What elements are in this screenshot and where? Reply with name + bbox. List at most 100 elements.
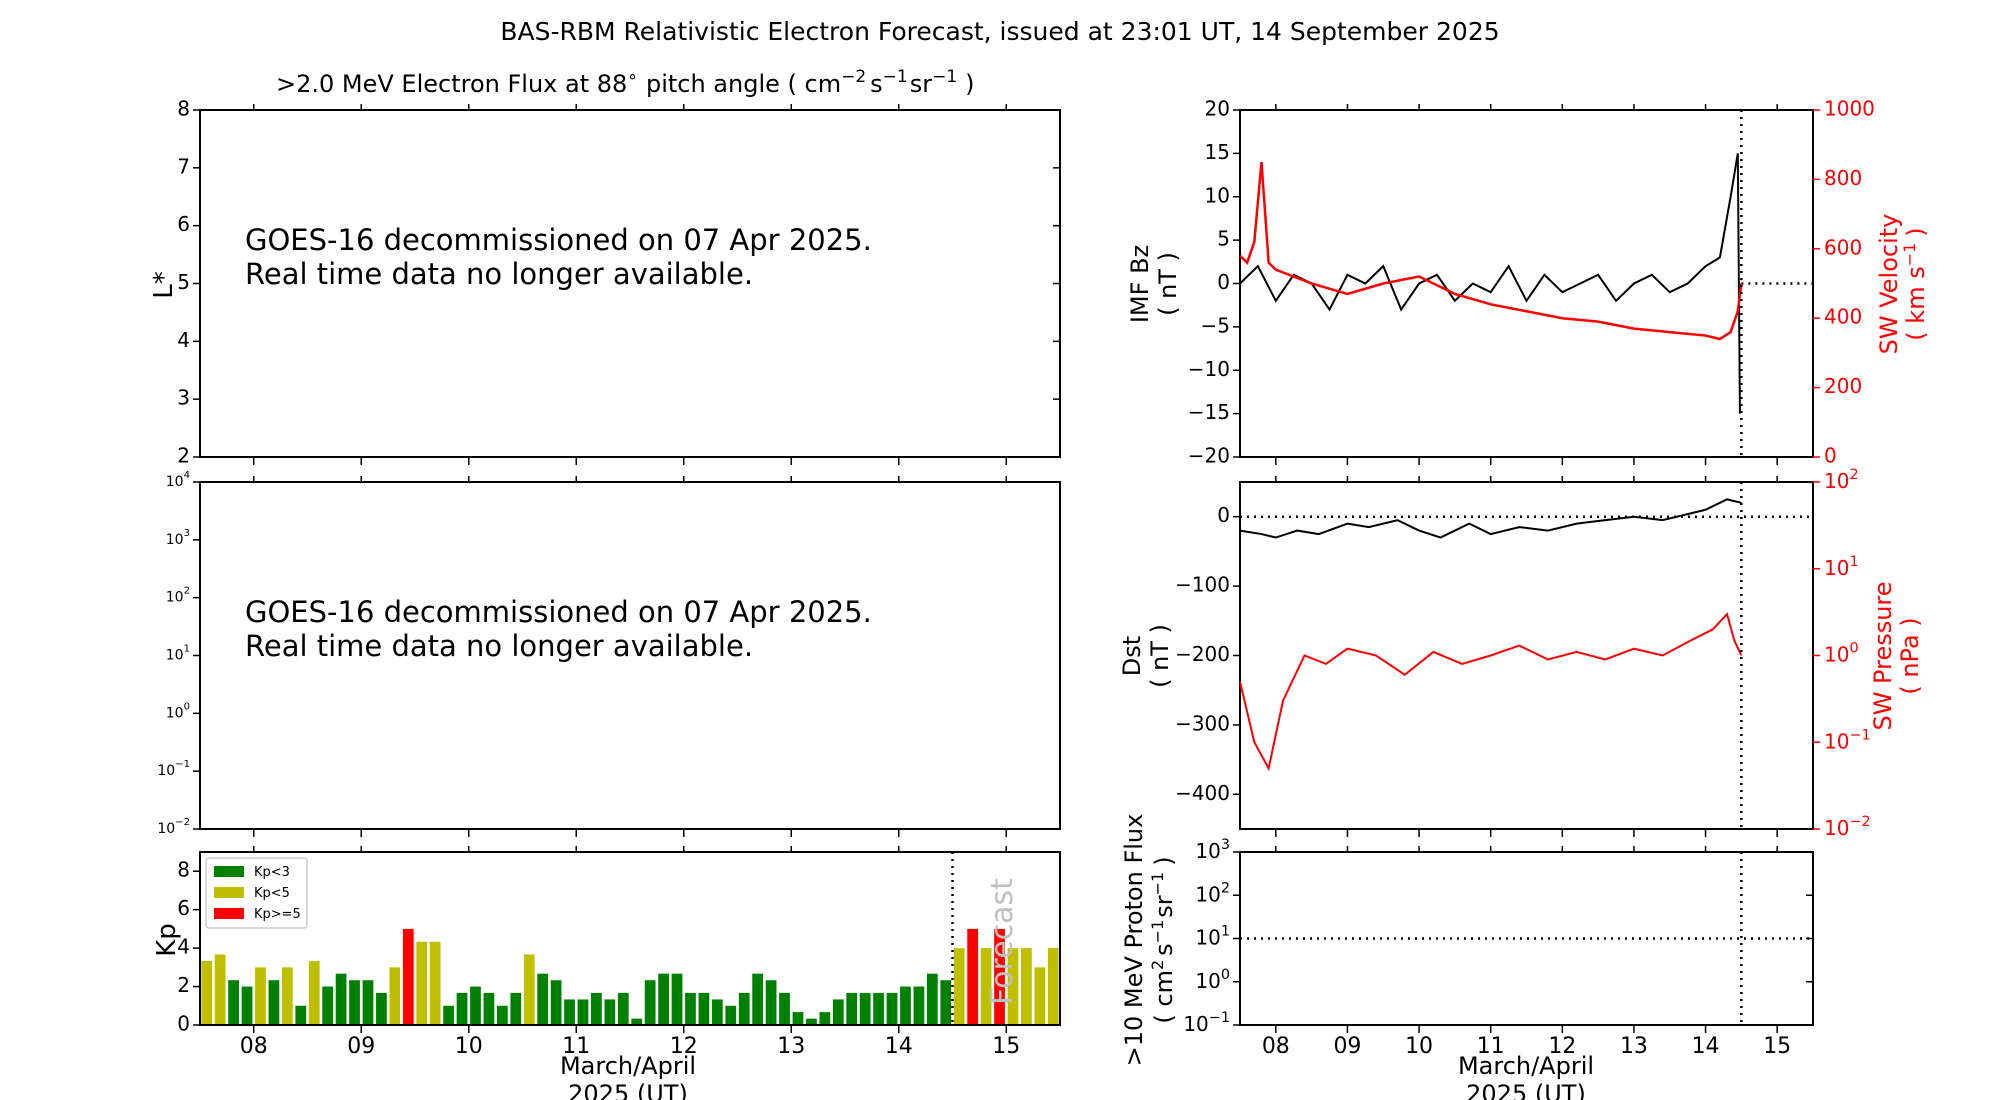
sw-velocity-series xyxy=(1239,161,1743,341)
kp-y-tick-label: 0 xyxy=(177,1012,190,1036)
lstar-y-tick-label: 6 xyxy=(177,212,190,236)
kp-bar xyxy=(711,999,723,1025)
x-tick-label: 10 xyxy=(455,1034,483,1059)
kp-y-tick-label: 4 xyxy=(177,935,190,959)
kp-bar xyxy=(268,980,280,1025)
sw-pressure-series xyxy=(1239,612,1743,772)
kp-bar xyxy=(631,1018,643,1025)
kp-bar xyxy=(926,973,938,1025)
imf-right-ticks: 0 200 400 600 800 1000 xyxy=(1813,97,1875,468)
x-tick-label: 09 xyxy=(347,1034,375,1059)
goes-y-tick-label: 103 xyxy=(166,528,190,548)
imf-left-ticks: −20 −15 −10 −5 0 5 10 15 20 xyxy=(1188,97,1240,468)
kp-legend-label-low: Kp<3 xyxy=(254,865,290,880)
kp-bar xyxy=(523,954,535,1025)
dst-right-tick-label: 102 xyxy=(1824,467,1859,493)
imf-right-tick-label: 400 xyxy=(1824,305,1862,329)
lstar-panel: >2.0 MeV Electron Flux at 88∘ pitch angle… xyxy=(149,67,1061,468)
imf-left-label-line1: IMF Bz xyxy=(1126,245,1154,323)
x-tick-label: 15 xyxy=(992,1034,1020,1059)
proton-y-label-line2: ( cm2s−1sr−1) xyxy=(1148,856,1178,1023)
proton-y-label-line1: >10 MeV Proton Flux xyxy=(1120,814,1148,1067)
kp-bar xyxy=(725,1005,737,1025)
kp-y-tick-label: 6 xyxy=(177,896,190,920)
kp-bar xyxy=(752,973,764,1025)
imf-right-tick-label: 0 xyxy=(1824,444,1837,468)
imf-right-tick-label: 1000 xyxy=(1824,97,1875,121)
kp-bar xyxy=(617,992,629,1025)
kp-bar xyxy=(443,1005,454,1025)
imf-right-tick-label: 800 xyxy=(1824,166,1862,190)
x-tick-label: 15 xyxy=(1763,1034,1791,1059)
x-tick-label: 14 xyxy=(1692,1034,1720,1059)
kp-bar xyxy=(496,1005,508,1025)
kp-bar xyxy=(1007,948,1019,1025)
imf-axes xyxy=(1239,109,1814,458)
dst-right-tick-label: 10−1 xyxy=(1824,727,1871,753)
imf-right-label-line1: SW Velocity xyxy=(1875,214,1903,355)
proton-x-label-line2: 2025 (UT) xyxy=(1466,1080,1586,1100)
kp-bar xyxy=(510,992,522,1025)
kp-y-ticks: 0 2 4 6 8 xyxy=(177,858,200,1036)
lstar-y-tick-label: 5 xyxy=(177,270,190,294)
dst-right-tick-label: 10−2 xyxy=(1824,814,1871,840)
imf-left-tick-label: −10 xyxy=(1188,357,1230,381)
kp-x-label-line1: March/April xyxy=(560,1052,696,1080)
imf-left-tick-label: −20 xyxy=(1188,444,1230,468)
kp-bar xyxy=(295,1005,307,1025)
kp-bar xyxy=(483,992,495,1025)
proton-y-tick-label: 10−1 xyxy=(1183,1010,1230,1036)
goes-panel: 10−2 10−1 100 101 102 103 104 GOES-16 decommis… xyxy=(157,470,1061,837)
imf-left-tick-label: 10 xyxy=(1205,183,1230,207)
kp-bar xyxy=(644,980,656,1025)
kp-bars xyxy=(201,928,1059,1025)
imf-left-tick-label: 0 xyxy=(1217,270,1230,294)
kp-bar xyxy=(228,980,239,1025)
imf-left-tick-label: 15 xyxy=(1205,140,1230,164)
kp-x-label-line2: 2025 (UT) xyxy=(568,1080,688,1100)
kp-bar xyxy=(255,967,266,1025)
goes-y-ticks: 10−2 10−1 100 101 102 103 104 xyxy=(157,470,200,837)
kp-bar xyxy=(550,980,562,1025)
kp-bar xyxy=(886,992,898,1025)
kp-bar xyxy=(1021,948,1032,1025)
goes-y-tick-label: 104 xyxy=(166,470,190,490)
x-tick-label: 08 xyxy=(240,1034,268,1059)
imf-bz-series xyxy=(1239,153,1741,414)
goes-y-tick-label: 101 xyxy=(166,644,190,664)
proton-y-tick-label: 100 xyxy=(1195,967,1230,993)
kp-y-tick-label: 2 xyxy=(177,973,190,997)
kp-bar xyxy=(685,992,696,1025)
kp-bar xyxy=(456,992,468,1025)
kp-bar xyxy=(873,992,884,1025)
kp-bar xyxy=(1047,948,1059,1025)
kp-panel: Forecast 0 2 4 6 8 08 09 10 11 12 13 14 15 Kp March… xyxy=(152,846,1061,1100)
kp-bar xyxy=(980,948,992,1025)
dst-right-tick-label: 101 xyxy=(1824,554,1859,580)
proton-panel: 10−1 100 101 102 103 08 09 10 11 12 13 14 15 >10 Me… xyxy=(1120,814,1814,1100)
x-tick-label: 14 xyxy=(885,1034,913,1059)
dst-right-tick-label: 100 xyxy=(1824,641,1859,667)
kp-bar xyxy=(819,1012,831,1025)
lstar-y-tick-label: 3 xyxy=(177,386,190,410)
imf-panel: −20 −15 −10 −5 0 5 10 15 20 0 200 400 600 800 1000 IM… xyxy=(1126,97,1930,468)
kp-x-ticks: 08 09 10 11 12 13 14 15 xyxy=(240,846,1020,1059)
x-tick-label: 10 xyxy=(1405,1034,1433,1059)
kp-bar xyxy=(671,973,683,1025)
kp-legend: Kp<3 Kp<5 Kp>=5 xyxy=(205,857,308,929)
dst-left-tick-label: −300 xyxy=(1175,711,1230,735)
lstar-message-line2: Real time data no longer available. xyxy=(245,257,753,291)
kp-bar xyxy=(335,973,347,1025)
kp-legend-swatch-high xyxy=(214,908,244,919)
dst-right-ticks: 10−2 10−1 100 101 102 xyxy=(1813,467,1871,840)
x-tick-label: 12 xyxy=(670,1034,698,1059)
imf-right-label-line2: ( km s−1) xyxy=(1900,227,1930,340)
kp-bar xyxy=(900,986,911,1025)
kp-bar xyxy=(658,973,669,1025)
kp-axes xyxy=(199,851,1061,1026)
lstar-y-tick-label: 7 xyxy=(177,154,190,178)
imf-left-label-line2: ( nT ) xyxy=(1154,252,1182,316)
lstar-y-tick-label: 4 xyxy=(177,328,190,352)
kp-bar xyxy=(698,992,710,1025)
